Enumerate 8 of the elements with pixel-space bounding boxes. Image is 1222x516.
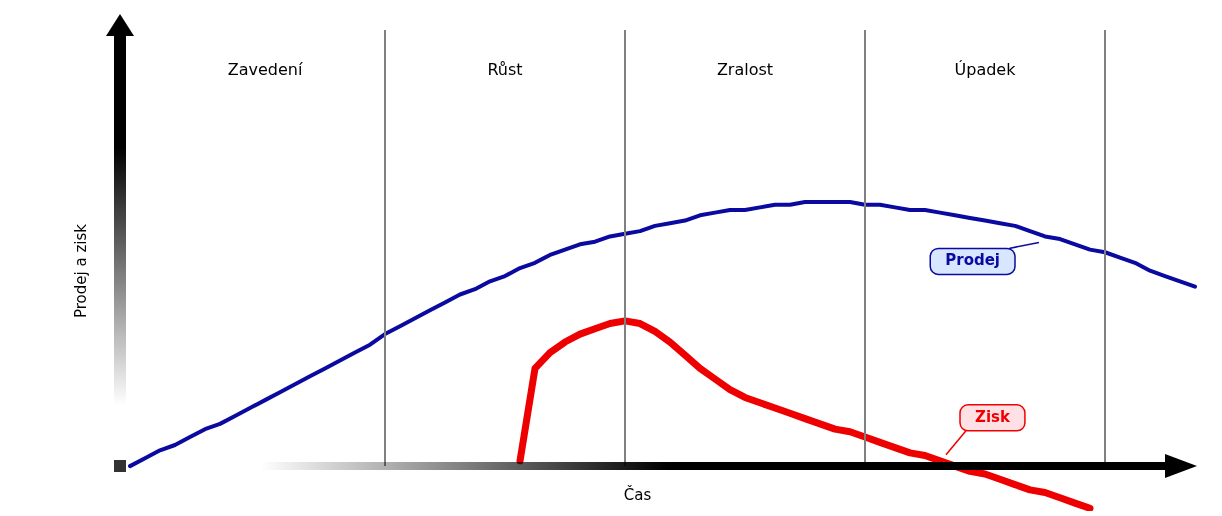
series-label: Prodej <box>945 251 1000 270</box>
y-axis-title: Prodej a zisk <box>71 223 90 319</box>
x-tick-label: Růst <box>487 59 523 79</box>
x-tick-label: Zavedení <box>227 59 303 79</box>
x-axis-title: Čas <box>623 485 652 505</box>
x-tick-label: Zralost <box>716 59 774 79</box>
text: Zisk <box>975 407 1011 426</box>
x-tick-label: Úpadek <box>954 59 1017 79</box>
